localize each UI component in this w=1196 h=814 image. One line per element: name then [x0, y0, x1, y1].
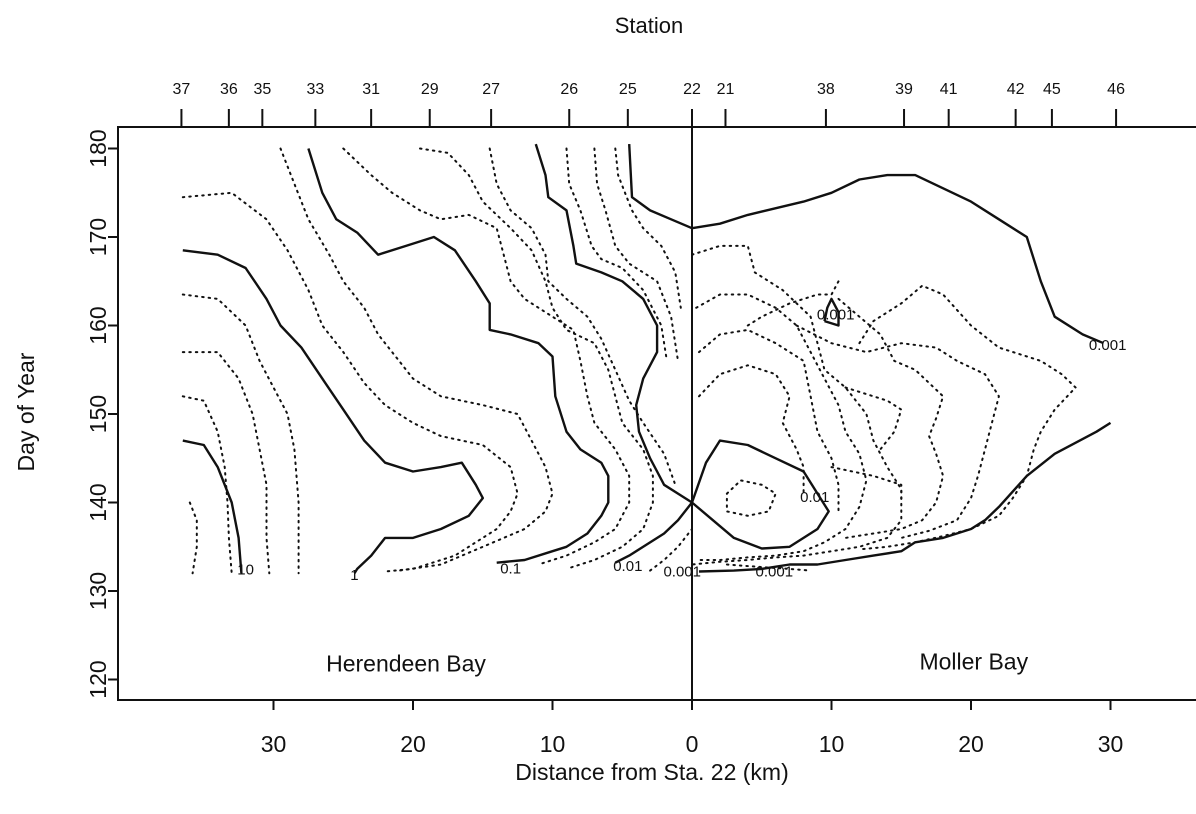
dotted-contour: [837, 297, 945, 539]
dotted-contour: [593, 147, 679, 362]
x-tick-label: 10: [540, 731, 566, 757]
solid-contour: [823, 297, 840, 327]
x-tick-label: 30: [1098, 731, 1124, 757]
dotted-contour: [419, 147, 654, 570]
station-label: 35: [253, 81, 271, 98]
y-tick-label: 130: [85, 572, 111, 610]
dotted-contour: [830, 466, 903, 504]
contour-label: 0.01: [613, 558, 642, 575]
y-tick-label: 180: [85, 129, 111, 167]
station-label: 29: [421, 81, 439, 98]
dotted-contour: [488, 147, 677, 486]
contour-label: 0.001: [663, 563, 701, 580]
solid-contour: [182, 439, 243, 574]
station-label: 45: [1043, 81, 1061, 98]
dotted-contour: [181, 191, 519, 573]
x-tick-label: 20: [958, 731, 984, 757]
contour-label: 0.01: [800, 489, 829, 506]
x-axis-label: Distance from Sta. 22 (km): [515, 759, 789, 785]
station-label: 26: [560, 81, 578, 98]
station-label: 41: [940, 81, 958, 98]
y-tick-label: 170: [85, 218, 111, 256]
y-axis-label: Day of Year: [13, 352, 39, 471]
contour-label: 0.001: [1089, 337, 1127, 354]
dotted-contour: [614, 147, 682, 309]
contour-label: 10: [237, 562, 254, 579]
station-label: 46: [1107, 81, 1125, 98]
station-label: 21: [717, 81, 735, 98]
x-tick-label: 20: [400, 731, 426, 757]
solid-contour: [307, 148, 610, 564]
y-tick-label: 160: [85, 306, 111, 344]
station-label: 27: [482, 81, 500, 98]
region-label: Herendeen Bay: [326, 650, 486, 676]
x-tick-label: 0: [686, 731, 699, 757]
dotted-contour: [795, 324, 1000, 539]
region-label: Moller Bay: [919, 649, 1028, 675]
dotted-contour: [342, 147, 631, 566]
station-label: 36: [220, 81, 238, 98]
dotted-contour: [181, 351, 271, 575]
station-label: 22: [683, 81, 701, 98]
solid-contour: [534, 143, 693, 504]
y-tick-label: 150: [85, 395, 111, 433]
contour-label: 0.001: [756, 563, 794, 580]
station-label: 31: [362, 81, 380, 98]
station-label: 37: [173, 81, 191, 98]
plot-area: 120 130 140 150 160 170 180 30 20 10 0 10 20 30 37 36 35…: [85, 81, 1196, 757]
y-tick-label: 120: [85, 660, 111, 698]
dotted-contour: [725, 479, 777, 517]
solid-contour: [614, 501, 693, 564]
station-label: 38: [817, 81, 835, 98]
dotted-contour: [649, 528, 693, 572]
contour-label: 1: [350, 567, 358, 584]
dotted-contour: [181, 293, 300, 575]
dotted-contour: [858, 284, 1077, 551]
x-tick-label: 10: [819, 731, 845, 757]
dotted-contour: [188, 501, 198, 575]
solid-contour: [628, 144, 1104, 345]
dotted-contour: [181, 395, 233, 575]
dotted-contour: [695, 293, 868, 561]
top-axis-label: Station: [615, 13, 684, 38]
station-label: 42: [1007, 81, 1025, 98]
contour-label: 0.001: [817, 307, 855, 324]
dotted-contour: [698, 364, 805, 495]
solid-contour: [182, 249, 484, 574]
x-tick-label: 30: [261, 731, 287, 757]
station-label: 33: [306, 81, 324, 98]
dotted-contour: [279, 147, 554, 572]
dotted-contour: [691, 244, 903, 566]
station-label: 39: [895, 81, 913, 98]
dotted-contour: [698, 328, 840, 513]
dotted-contour: [725, 563, 812, 572]
y-tick-label: 140: [85, 483, 111, 521]
station-label: 25: [619, 81, 637, 98]
dotted-contour: [565, 147, 668, 362]
solid-contour: [690, 439, 830, 550]
contour-label: 0.1: [500, 561, 521, 578]
dotted-contour: [844, 386, 903, 451]
dotted-contour: [746, 280, 840, 327]
